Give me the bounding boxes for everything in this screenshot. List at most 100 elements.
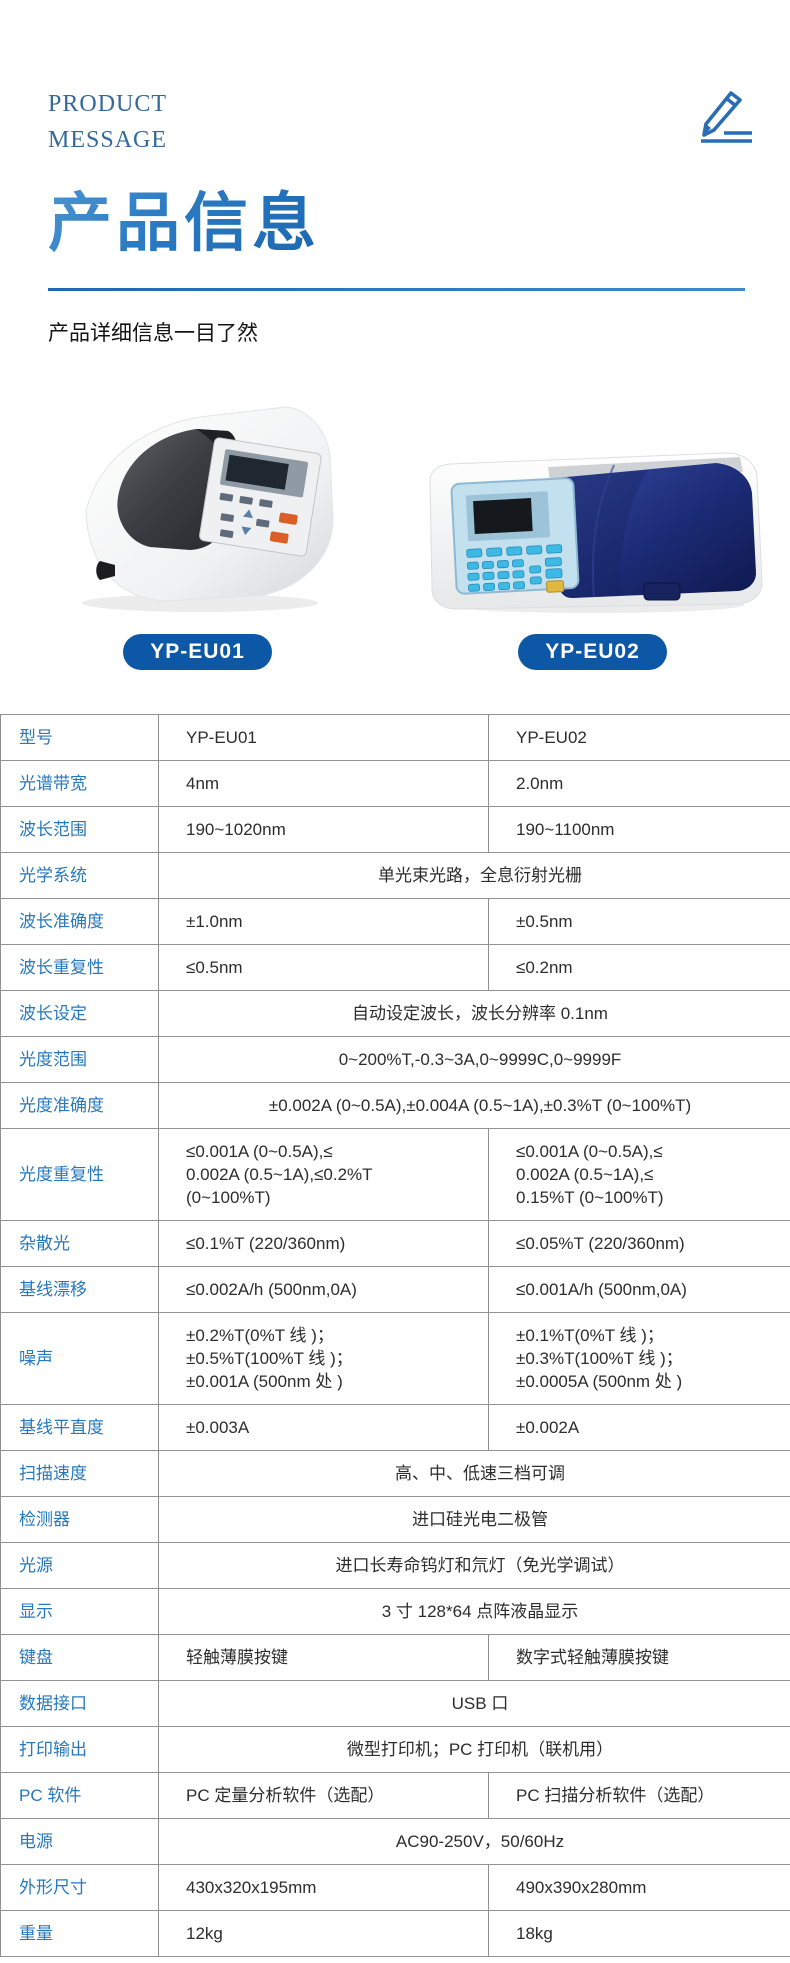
spec-label-cell: 波长范围 (0, 806, 159, 853)
spec-label-cell: PC 软件 (0, 1772, 159, 1819)
spec-value-cell: ±0.002A (488, 1404, 790, 1451)
spectrophotometer-eu02-image (428, 452, 763, 613)
spec-label-cell: 外形尺寸 (0, 1864, 159, 1911)
spec-row: 光度准确度 ±0.002A (0~0.5A),±0.004A (0.5~1A),±… (0, 1082, 790, 1129)
eyebrow-line-1: PRODUCT (48, 91, 168, 117)
eyebrow-line-2: MESSAGE (48, 127, 168, 153)
spec-value-cell: 190~1020nm (158, 806, 489, 853)
spec-value-cell: 微型打印机；PC 打印机（联机用） (158, 1726, 790, 1773)
spec-value-cell: YP-EU02 (488, 714, 790, 761)
spec-value-cell: YP-EU01 (158, 714, 489, 761)
spec-value-cell: ≤0.001A/h (500nm,0A) (488, 1266, 790, 1313)
spec-value-cell: ≤0.2nm (488, 944, 790, 991)
spec-label-cell: 光谱带宽 (0, 760, 159, 807)
spec-label-cell: 显示 (0, 1588, 159, 1635)
pencil-icon (701, 91, 752, 143)
spec-value-cell: ±0.5nm (488, 898, 790, 945)
spec-label-cell: 波长重复性 (0, 944, 159, 991)
spec-value-cell: 490x390x280mm (488, 1864, 790, 1911)
spec-row: PC 软件 PC 定量分析软件（选配） PC 扫描分析软件（选配） (0, 1772, 790, 1819)
spec-value-cell: ±0.1%T(0%T 线 )； ±0.3%T(100%T 线 )； ±0.000… (488, 1312, 790, 1405)
spec-value-cell: 3 寸 128*64 点阵液晶显示 (158, 1588, 790, 1635)
spec-value-cell: ≤0.05%T (220/360nm) (488, 1220, 790, 1267)
spec-value-cell: ≤0.001A (0~0.5A),≤ 0.002A (0.5~1A),≤0.2%… (158, 1128, 489, 1221)
model-badge-eu02[interactable]: YP-EU02 (518, 634, 667, 670)
spec-value-cell: ±1.0nm (158, 898, 489, 945)
spec-row: 打印输出 微型打印机；PC 打印机（联机用） (0, 1726, 790, 1773)
spec-row: 光源 进口长寿命钨灯和氘灯（免光学调试） (0, 1542, 790, 1589)
spec-value-cell: USB 口 (158, 1680, 790, 1727)
spec-value-cell: 数字式轻触薄膜按键 (488, 1634, 790, 1681)
spec-value-cell: 4nm (158, 760, 489, 807)
spec-value-cell: 18kg (488, 1910, 790, 1957)
spectrophotometer-eu01-image (81, 406, 334, 612)
product-card-eu01: YP-EU01 (0, 371, 395, 670)
model-badge-eu01[interactable]: YP-EU01 (123, 634, 272, 670)
spec-label-cell: 打印输出 (0, 1726, 159, 1773)
title-divider (48, 288, 745, 291)
spec-label-cell: 电源 (0, 1818, 159, 1865)
spec-row: 基线漂移 ≤0.002A/h (500nm,0A) ≤0.001A/h (500nm… (0, 1266, 790, 1313)
spec-row: 扫描速度 高、中、低速三档可调 (0, 1450, 790, 1497)
spec-value-cell: ≤0.5nm (158, 944, 489, 991)
spec-value-cell: ±0.002A (0~0.5A),±0.004A (0.5~1A),±0.3%T… (158, 1082, 790, 1129)
spec-label-cell: 键盘 (0, 1634, 159, 1681)
spec-label-cell: 重量 (0, 1910, 159, 1957)
product-card-eu02: YP-EU02 (395, 371, 790, 670)
spec-value-cell: ±0.003A (158, 1404, 489, 1451)
spec-table: 型号 YP-EU01 YP-EU02 光谱带宽 4nm 2.0nm 波长范围 190~1020… (0, 714, 790, 1957)
spec-row: 电源 AC90-250V，50/60Hz (0, 1818, 790, 1865)
spec-label-cell: 光学系统 (0, 852, 159, 899)
spec-row: 波长设定 自动设定波长，波长分辨率 0.1nm (0, 990, 790, 1037)
spec-row: 噪声 ±0.2%T(0%T 线 )； ±0.5%T(100%T 线 )； ±0.0… (0, 1312, 790, 1405)
spec-value-cell: 高、中、低速三档可调 (158, 1450, 790, 1497)
spec-row: 波长准确度 ±1.0nm ±0.5nm (0, 898, 790, 945)
spec-value-cell: 0~200%T,-0.3~3A,0~9999C,0~9999F (158, 1036, 790, 1083)
spec-row: 显示 3 寸 128*64 点阵液晶显示 (0, 1588, 790, 1635)
spec-label-cell: 型号 (0, 714, 159, 761)
spec-label-cell: 杂散光 (0, 1220, 159, 1267)
spec-label-cell: 光源 (0, 1542, 159, 1589)
spec-row: 重量 12kg 18kg (0, 1910, 790, 1957)
spec-row: 光学系统 单光束光路，全息衍射光栅 (0, 852, 790, 899)
spec-label-cell: 数据接口 (0, 1680, 159, 1727)
spec-row: 杂散光 ≤0.1%T (220/360nm) ≤0.05%T (220/360nm) (0, 1220, 790, 1267)
spec-value-cell: 430x320x195mm (158, 1864, 489, 1911)
spec-value-cell: ≤0.002A/h (500nm,0A) (158, 1266, 489, 1313)
spec-row: 检测器 进口硅光电二极管 (0, 1496, 790, 1543)
products-section: YP-EU01 (0, 371, 790, 670)
page-subtitle: 产品详细信息一目了然 (48, 321, 258, 345)
spec-row: 波长范围 190~1020nm 190~1100nm (0, 806, 790, 853)
spec-label-cell: 光度范围 (0, 1036, 159, 1083)
spec-label-cell: 基线平直度 (0, 1404, 159, 1451)
spec-value-cell: ≤0.001A (0~0.5A),≤ 0.002A (0.5~1A),≤ 0.1… (488, 1128, 790, 1221)
spec-value-cell: 进口长寿命钨灯和氘灯（免光学调试） (158, 1542, 790, 1589)
spec-row: 光谱带宽 4nm 2.0nm (0, 760, 790, 807)
spec-label-cell: 光度准确度 (0, 1082, 159, 1129)
spec-row: 波长重复性 ≤0.5nm ≤0.2nm (0, 944, 790, 991)
page-title: 产品信息 (48, 172, 320, 264)
spec-label-cell: 波长设定 (0, 990, 159, 1037)
spec-label-cell: 噪声 (0, 1312, 159, 1405)
spec-row: 型号 YP-EU01 YP-EU02 (0, 714, 790, 761)
spec-label-cell: 扫描速度 (0, 1450, 159, 1497)
eyebrow: PRODUCT MESSAGE (48, 86, 745, 158)
spec-value-cell: ≤0.1%T (220/360nm) (158, 1220, 489, 1267)
spec-table-body: 型号 YP-EU01 YP-EU02 光谱带宽 4nm 2.0nm 波长范围 190~1020… (0, 714, 790, 1957)
spec-value-cell: 190~1100nm (488, 806, 790, 853)
spec-value-cell: PC 扫描分析软件（选配） (488, 1772, 790, 1819)
spec-row: 外形尺寸 430x320x195mm 490x390x280mm (0, 1864, 790, 1911)
spec-label-cell: 检测器 (0, 1496, 159, 1543)
spec-value-cell: 进口硅光电二极管 (158, 1496, 790, 1543)
spec-value-cell: PC 定量分析软件（选配） (158, 1772, 489, 1819)
spec-row: 数据接口 USB 口 (0, 1680, 790, 1727)
header: PRODUCT MESSAGE 产品信息 产品详细信息一目了然 (0, 0, 790, 347)
spec-row: 光度范围 0~200%T,-0.3~3A,0~9999C,0~9999F (0, 1036, 790, 1083)
spec-value-cell: 单光束光路，全息衍射光栅 (158, 852, 790, 899)
spec-value-cell: 2.0nm (488, 760, 790, 807)
spec-row: 基线平直度 ±0.003A ±0.002A (0, 1404, 790, 1451)
spec-value-cell: 轻触薄膜按键 (158, 1634, 489, 1681)
spec-value-cell: 自动设定波长，波长分辨率 0.1nm (158, 990, 790, 1037)
spec-row: 键盘 轻触薄膜按键 数字式轻触薄膜按键 (0, 1634, 790, 1681)
